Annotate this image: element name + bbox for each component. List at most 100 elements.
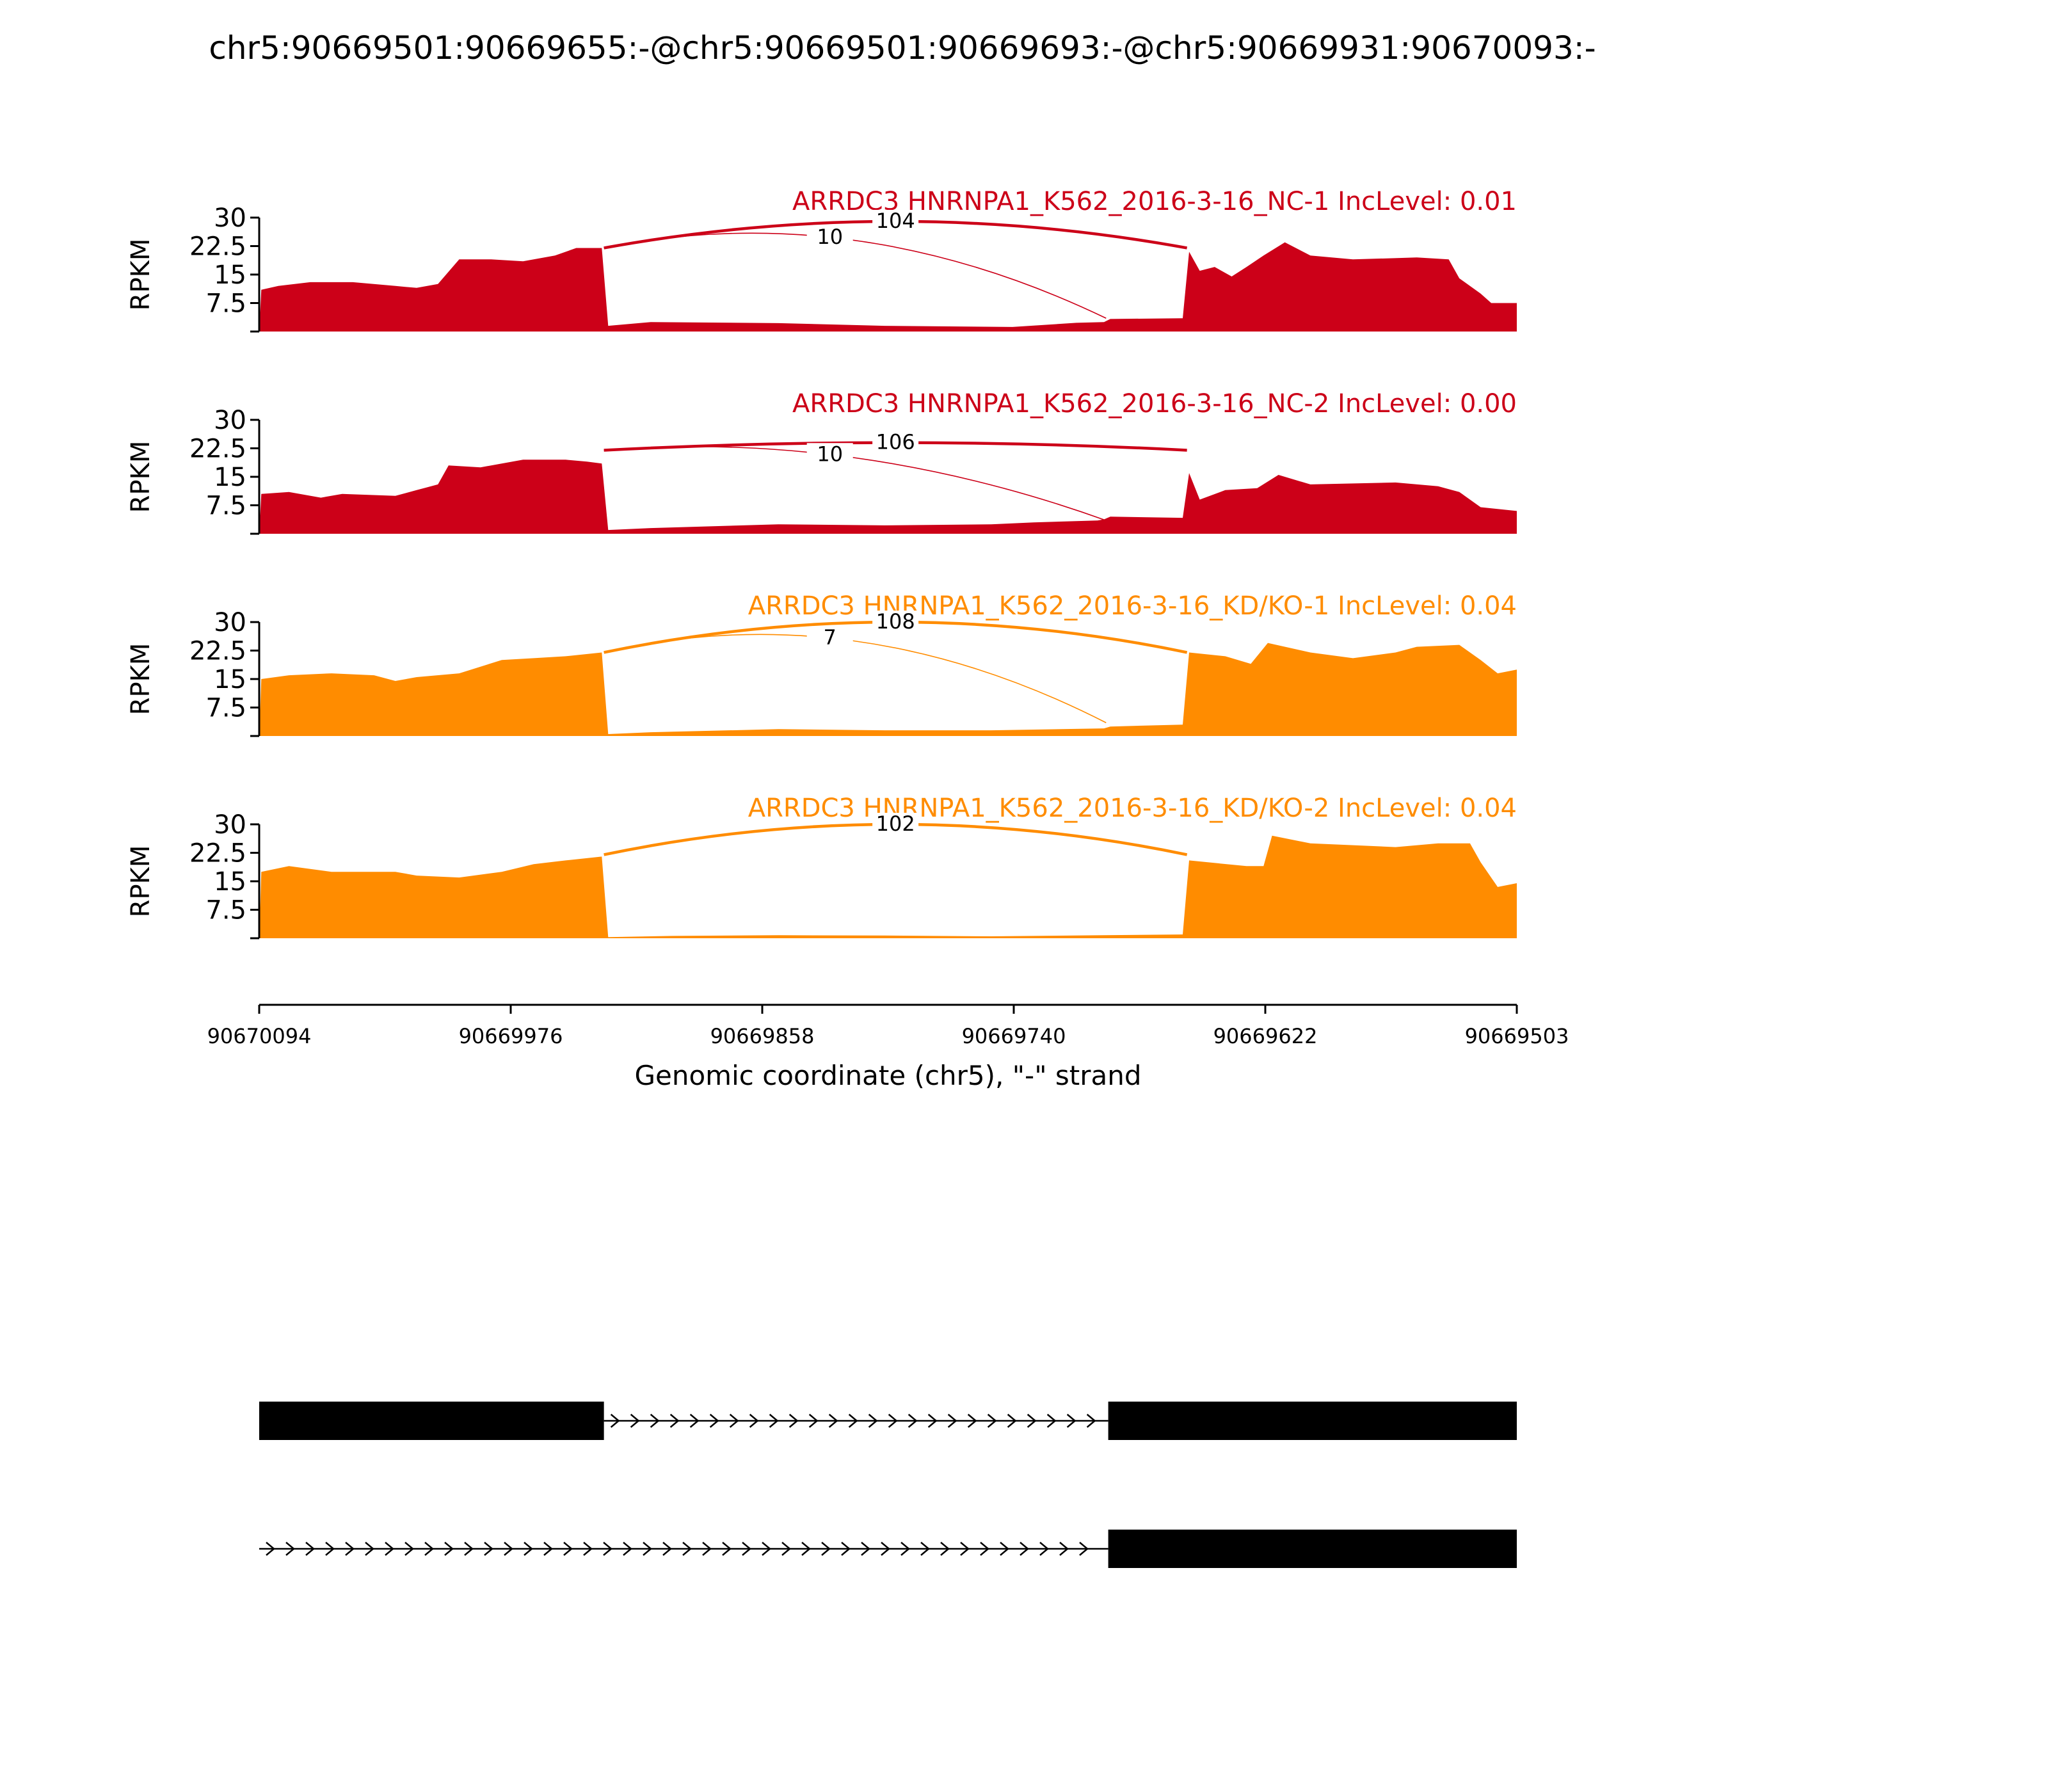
strand-chevron [980, 1542, 989, 1556]
strand-chevron [385, 1542, 394, 1556]
strand-chevron [504, 1542, 513, 1556]
strand-chevron [927, 1414, 938, 1428]
strand-chevron [702, 1542, 712, 1556]
junction-count: 7 [824, 625, 836, 650]
strand-chevron [920, 1542, 930, 1556]
y-tick-label: 22.5 [189, 637, 246, 666]
strand-chevron [742, 1542, 751, 1556]
strand-chevron [801, 1542, 811, 1556]
x-axis: 90670094 90669976 90669858 90669740 90669622… [207, 1004, 1569, 1091]
strand-chevron [960, 1542, 970, 1556]
x-tick-label: 90669503 [1465, 1024, 1569, 1048]
strand-chevron [563, 1542, 573, 1556]
strand-chevron [1059, 1542, 1069, 1556]
sample-label: ARRDC3 HNRNPA1_K562_2016-3-16_NC-2 IncLe… [792, 389, 1517, 419]
junction-count-bg [872, 611, 919, 632]
junction-count-bg [872, 813, 919, 835]
strand-chevron [828, 1414, 838, 1428]
y-tick-label: 7.5 [205, 492, 246, 521]
sample-label: ARRDC3 HNRNPA1_K562_2016-3-16_KD/KO-2 In… [748, 794, 1517, 823]
strand-chevron [305, 1542, 315, 1556]
junction-count-bg [806, 443, 853, 465]
strand-chevron [967, 1414, 977, 1428]
strand-chevron [444, 1542, 454, 1556]
y-tick-label: 15 [214, 867, 246, 897]
strand-chevron [689, 1414, 700, 1428]
strand-chevron [1027, 1414, 1037, 1428]
exon-block [1108, 1530, 1517, 1568]
strand-chevron [484, 1542, 493, 1556]
junction-count-bg [806, 626, 853, 648]
exon-block [259, 1402, 604, 1440]
transcript-1 [259, 1402, 1517, 1440]
y-tick-label: 7.5 [205, 896, 246, 925]
strand-chevron [1039, 1542, 1049, 1556]
strand-chevron [749, 1414, 759, 1428]
x-tick-label: 90669858 [710, 1024, 815, 1048]
y-tick-label: 30 [214, 204, 246, 233]
strand-chevron [987, 1414, 997, 1428]
strand-chevron [630, 1414, 640, 1428]
sample-label: ARRDC3 HNRNPA1_K562_2016-3-16_KD/KO-1 In… [748, 591, 1517, 621]
junction-count: 10 [817, 442, 843, 466]
y-tick-label: 15 [214, 665, 246, 694]
y-tick-label: 15 [214, 463, 246, 492]
y-tick-label: 30 [214, 406, 246, 435]
strand-chevron [610, 1414, 620, 1428]
strand-chevron [841, 1542, 851, 1556]
strand-chevron [424, 1542, 434, 1556]
strand-chevron [788, 1414, 799, 1428]
strand-chevron [1000, 1542, 1009, 1556]
strand-chevron [285, 1542, 295, 1556]
y-tick-label: 15 [214, 260, 246, 290]
x-axis-label: Genomic coordinate (chr5), "-" strand [634, 1060, 1141, 1091]
strand-chevron [848, 1414, 858, 1428]
strand-chevron [940, 1542, 950, 1556]
strand-chevron [709, 1414, 719, 1428]
y-tick-label: 22.5 [189, 435, 246, 464]
y-axis-label: RPKM [126, 643, 156, 716]
junction-count-bg [872, 209, 919, 232]
strand-chevron [947, 1414, 957, 1428]
strand-chevron [881, 1542, 890, 1556]
strand-chevron [861, 1542, 870, 1556]
y-tick-label: 7.5 [205, 289, 246, 319]
strand-chevron [1020, 1542, 1029, 1556]
strand-chevron [669, 1414, 680, 1428]
strand-chevron [682, 1542, 692, 1556]
x-tick-label: 90669622 [1213, 1024, 1318, 1048]
coverage-area [259, 643, 1517, 736]
strand-chevron [325, 1542, 335, 1556]
strand-chevron [603, 1542, 612, 1556]
y-tick-label: 22.5 [189, 232, 246, 262]
strand-chevron [1046, 1414, 1057, 1428]
y-axis-label: RPKM [126, 239, 156, 311]
junction-count: 104 [876, 209, 915, 233]
strand-chevron [623, 1542, 632, 1556]
strand-chevron [781, 1542, 791, 1556]
strand-chevron [808, 1414, 819, 1428]
x-tick-label: 90670094 [207, 1024, 312, 1048]
junction-count: 106 [876, 430, 915, 454]
strand-chevron [643, 1542, 652, 1556]
strand-chevron [1066, 1414, 1076, 1428]
strand-chevron [662, 1542, 672, 1556]
strand-chevron [543, 1542, 553, 1556]
strand-chevron [908, 1414, 918, 1428]
strand-chevron [266, 1542, 275, 1556]
strand-chevron [888, 1414, 898, 1428]
strand-chevron [345, 1542, 355, 1556]
strand-chevron [821, 1542, 831, 1556]
junction-count-bg [806, 225, 853, 248]
figure-title: chr5:90669501:90669655:-@chr5:90669501:9… [209, 29, 1596, 67]
transcript-models [259, 1402, 1517, 1568]
junction-count: 102 [876, 812, 915, 836]
y-tick-label: 30 [214, 810, 246, 840]
strand-chevron [583, 1542, 593, 1556]
x-tick-label: 90669976 [459, 1024, 563, 1048]
